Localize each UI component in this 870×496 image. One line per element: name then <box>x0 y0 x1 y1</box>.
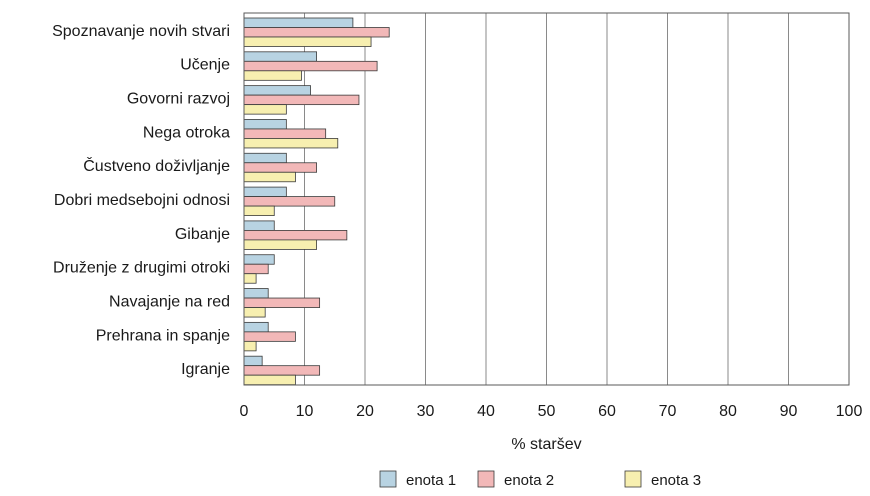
x-tick-label: 20 <box>356 403 374 420</box>
legend: enota 1 enota 2 enota 3 <box>379 470 701 489</box>
category-label: Prehrana in spanje <box>96 327 230 344</box>
bars <box>243 17 390 386</box>
x-tick-label: 60 <box>598 403 616 420</box>
x-tick-label: 30 <box>417 403 435 420</box>
legend-label: enota 2 <box>504 472 554 489</box>
bar <box>243 85 311 96</box>
grid-lines <box>304 13 789 385</box>
bar <box>243 321 269 333</box>
x-tick-label: 100 <box>836 403 863 420</box>
bar <box>243 171 296 183</box>
bar <box>243 186 287 197</box>
legend-label: enota 3 <box>651 472 701 489</box>
x-tick-label: 10 <box>296 403 314 420</box>
bar <box>243 220 275 231</box>
bar <box>243 205 275 216</box>
bar <box>243 36 372 47</box>
bar <box>243 17 354 28</box>
bar <box>243 230 348 241</box>
bar <box>243 128 327 139</box>
plot-frame <box>243 12 850 386</box>
bar <box>243 60 378 72</box>
legend-swatch <box>624 470 642 488</box>
category-labels: Spoznavanje novih stvari Učenje Govorni ra… <box>52 23 230 378</box>
bar <box>243 162 317 173</box>
bar <box>243 374 296 386</box>
category-label: Druženje z drugimi otroki <box>53 260 230 277</box>
bar <box>243 239 317 250</box>
bar <box>243 119 287 130</box>
category-label: Dobri medsebojni odnosi <box>54 192 230 209</box>
category-label: Gibanje <box>175 226 230 243</box>
category-label: Učenje <box>180 57 230 74</box>
bar <box>243 254 275 265</box>
category-label: Nega otroka <box>143 124 230 141</box>
legend-swatch <box>379 470 397 488</box>
bar <box>243 104 287 115</box>
x-tick-label: 0 <box>240 403 249 420</box>
category-label: Spoznavanje novih stvari <box>52 23 230 40</box>
bar <box>243 331 296 342</box>
bar <box>243 70 302 81</box>
legend-swatch <box>477 470 495 488</box>
category-label: Igranje <box>181 361 230 378</box>
bar <box>243 138 339 149</box>
bar <box>243 297 321 308</box>
x-tick-label: 80 <box>719 403 737 420</box>
bar <box>243 273 257 284</box>
bar <box>243 51 317 62</box>
x-tick-labels: 0 10 20 30 40 50 60 70 80 90 100 <box>240 403 863 420</box>
x-tick-label: 40 <box>477 403 495 420</box>
bar <box>243 152 287 164</box>
bar <box>243 365 321 376</box>
bar <box>243 196 336 207</box>
x-tick-label: 70 <box>659 403 677 420</box>
x-axis-title: % staršev <box>511 436 581 453</box>
bar <box>243 263 269 275</box>
bar <box>243 27 390 38</box>
bar <box>243 355 263 367</box>
category-label: Čustveno doživljanje <box>83 156 230 175</box>
bar <box>243 340 257 352</box>
x-tick-label: 90 <box>780 403 798 420</box>
bar <box>243 307 266 318</box>
category-label: Govorni razvoj <box>127 91 230 108</box>
x-tick-label: 50 <box>538 403 556 420</box>
category-label: Navajanje na red <box>109 293 230 310</box>
bar <box>243 288 269 299</box>
bar <box>243 94 360 106</box>
legend-label: enota 1 <box>406 472 456 489</box>
